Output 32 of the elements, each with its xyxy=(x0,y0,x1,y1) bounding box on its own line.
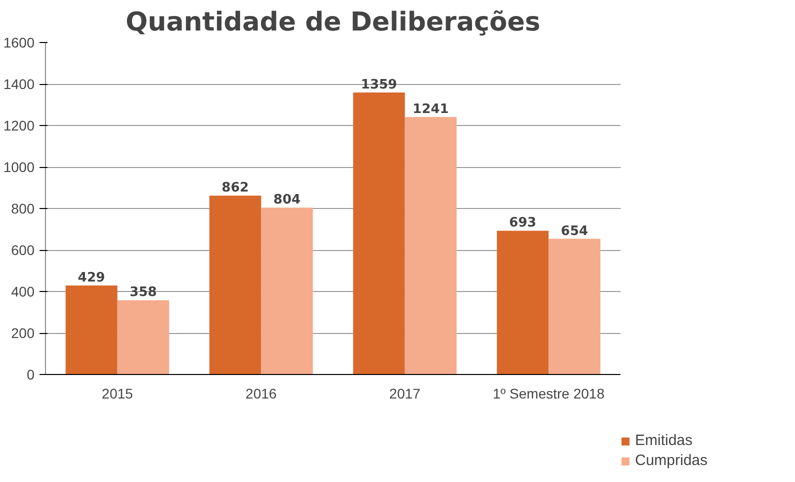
legend-label: Emitidas xyxy=(635,432,693,449)
data-label: 693 xyxy=(509,216,536,231)
data-label: 358 xyxy=(130,285,157,300)
bar xyxy=(261,208,313,374)
data-label: 1241 xyxy=(412,102,449,117)
y-tick-label: 1400 xyxy=(3,76,35,92)
data-label: 1359 xyxy=(360,78,398,93)
data-label: 654 xyxy=(560,224,588,239)
y-tick-label: 400 xyxy=(11,284,35,300)
data-label: 804 xyxy=(273,192,301,208)
bar xyxy=(209,196,262,374)
bar xyxy=(496,230,549,374)
y-tick-label: 0 xyxy=(26,366,35,382)
y-tick-label: 1000 xyxy=(3,159,35,175)
y-tick-label: 200 xyxy=(11,325,35,341)
y-tick-label: 1600 xyxy=(3,34,35,50)
bar xyxy=(353,92,405,374)
bar xyxy=(404,116,457,374)
x-tick-label: 2015 xyxy=(102,386,134,402)
x-tick-label: 2016 xyxy=(246,386,277,402)
x-tick-label: 1º Semestre 2018 xyxy=(492,386,605,402)
bar xyxy=(66,285,118,374)
y-tick-label: 800 xyxy=(11,200,35,216)
chart-title: Quantidade de Deliberações xyxy=(126,8,540,38)
data-label: 862 xyxy=(222,180,249,196)
y-tick-label: 600 xyxy=(11,242,35,258)
bar xyxy=(548,238,600,374)
x-tick-label: 2017 xyxy=(389,386,421,402)
y-tick-label: 1200 xyxy=(3,118,35,134)
data-label: 429 xyxy=(78,270,106,286)
legend-label: Cumpridas xyxy=(635,452,708,469)
bar xyxy=(117,300,170,374)
